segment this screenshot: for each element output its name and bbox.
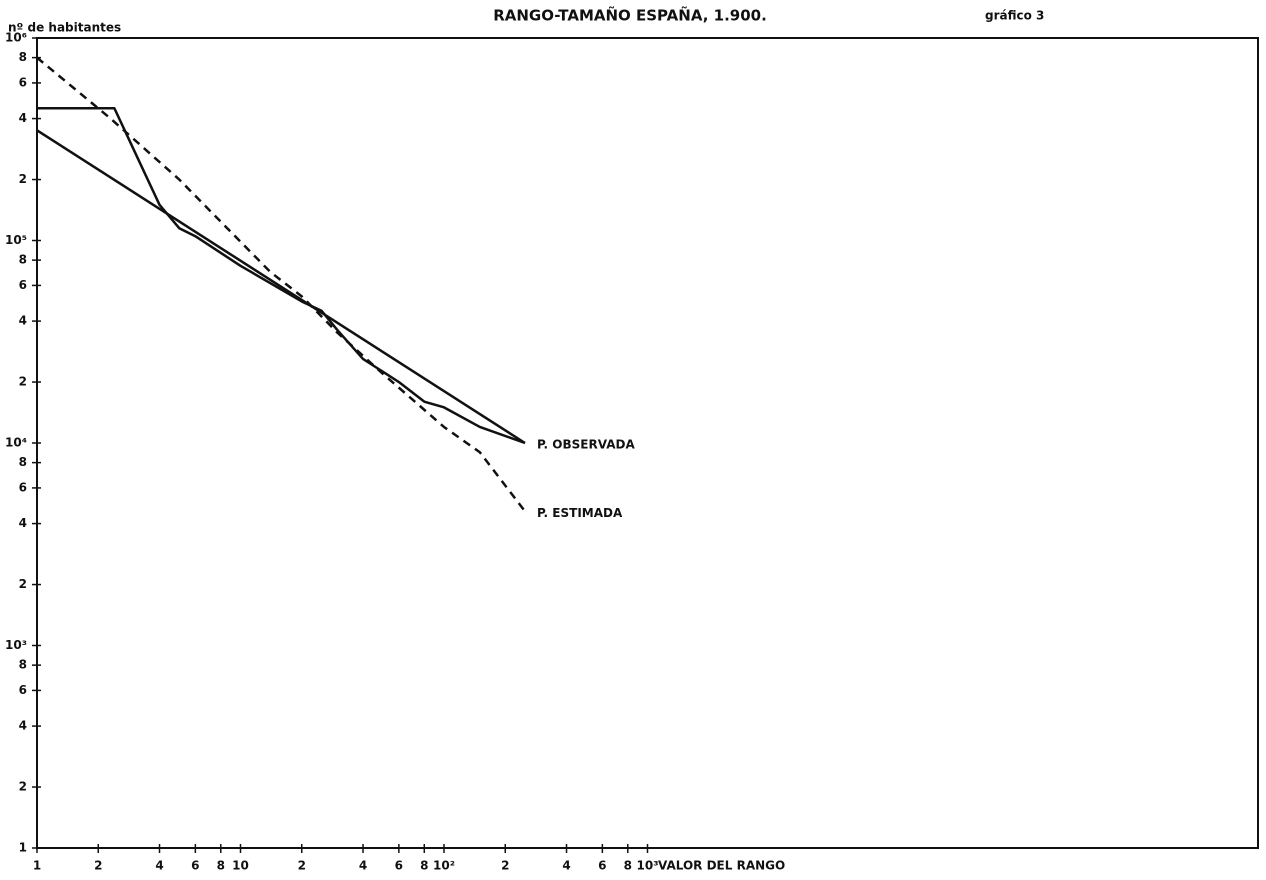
y-tick-label: 2 — [19, 780, 27, 794]
x-tick-label: 10 — [232, 859, 249, 873]
y-axis-label: nº de habitantes — [8, 21, 121, 35]
plot-frame — [36, 37, 1259, 849]
y-tick-label: 4 — [19, 516, 27, 530]
x-tick-label: 8 — [217, 859, 225, 873]
x-tick-label: 2 — [298, 859, 306, 873]
x-tick-label: 8 — [624, 859, 632, 873]
series-line — [36, 56, 526, 513]
y-tick-label: 8 — [19, 50, 27, 64]
x-tick-label: 10³ — [637, 859, 659, 873]
y-tick-label: 2 — [19, 375, 27, 389]
x-tick-label: 4 — [155, 859, 163, 873]
y-tick-label: 4 — [19, 111, 27, 125]
y-tick-label: 1 — [19, 841, 27, 855]
x-tick-label: 1 — [33, 859, 41, 873]
y-tick-label: 4 — [19, 314, 27, 328]
x-tick-label: 2 — [94, 859, 102, 873]
y-tick-label: 8 — [19, 253, 27, 267]
y-tick-label: 6 — [19, 278, 27, 292]
x-tick-label: 6 — [191, 859, 199, 873]
x-tick-label: 4 — [562, 859, 570, 873]
chart-title: RANGO-TAMAÑO ESPAÑA, 1.900. — [493, 6, 767, 25]
x-tick-label: 2 — [501, 859, 509, 873]
y-tick-label: 8 — [19, 658, 27, 672]
series-label: P. ESTIMADA — [537, 506, 623, 520]
y-tick-label: 10⁴ — [5, 436, 27, 450]
x-tick-label: 6 — [395, 859, 403, 873]
x-tick-label: 10² — [433, 859, 455, 873]
y-tick-label: 6 — [19, 683, 27, 697]
x-tick-label: 4 — [359, 859, 367, 873]
y-tick-label: 8 — [19, 455, 27, 469]
y-tick-label: 2 — [19, 577, 27, 591]
y-tick-label: 10⁶ — [5, 31, 27, 45]
x-axis-label: VALOR DEL RANGO — [658, 859, 785, 873]
y-tick-label: 2 — [19, 172, 27, 186]
series-label: P. OBSERVADA — [537, 438, 635, 452]
y-tick-label: 6 — [19, 480, 27, 494]
y-tick-label: 10³ — [5, 638, 27, 652]
chart-subtitle: gráfico 3 — [985, 9, 1044, 23]
y-tick-label: 4 — [19, 719, 27, 733]
series-line — [37, 106, 526, 445]
y-tick-label: 10⁵ — [5, 233, 27, 247]
x-tick-label: 8 — [420, 859, 428, 873]
x-tick-label: 6 — [598, 859, 606, 873]
series-line — [36, 129, 526, 445]
y-tick-label: 6 — [19, 75, 27, 89]
